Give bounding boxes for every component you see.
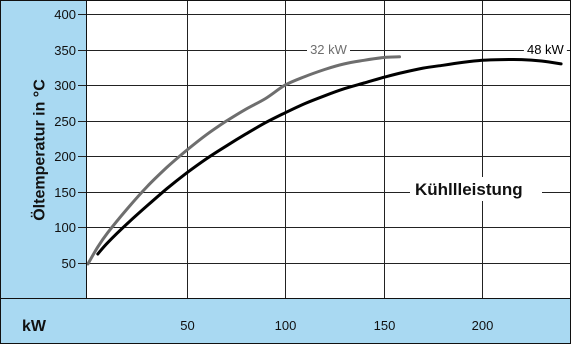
y-axis-label: Öltemperatur in °C — [30, 79, 49, 221]
y-tick-label: 300 — [54, 78, 76, 93]
y-tick-label: 150 — [54, 185, 76, 200]
x-tick-label: 150 — [374, 318, 396, 333]
series-label: 32 kW — [310, 42, 348, 57]
x-tick-label: 50 — [180, 318, 194, 333]
series-label: 48 kW — [527, 42, 565, 57]
y-tick-label: 250 — [54, 114, 76, 129]
y-tick-label: 400 — [54, 7, 76, 22]
y-tick-label: 100 — [54, 220, 76, 235]
x-axis-unit-label: kW — [22, 318, 47, 335]
y-tick-label: 350 — [54, 43, 76, 58]
x-tick-label: 200 — [472, 318, 494, 333]
chart-annotation: Kühllleistung — [415, 180, 523, 199]
y-tick-label: 200 — [54, 149, 76, 164]
y-tick-label: 50 — [62, 256, 76, 271]
x-tick-label: 100 — [275, 318, 297, 333]
